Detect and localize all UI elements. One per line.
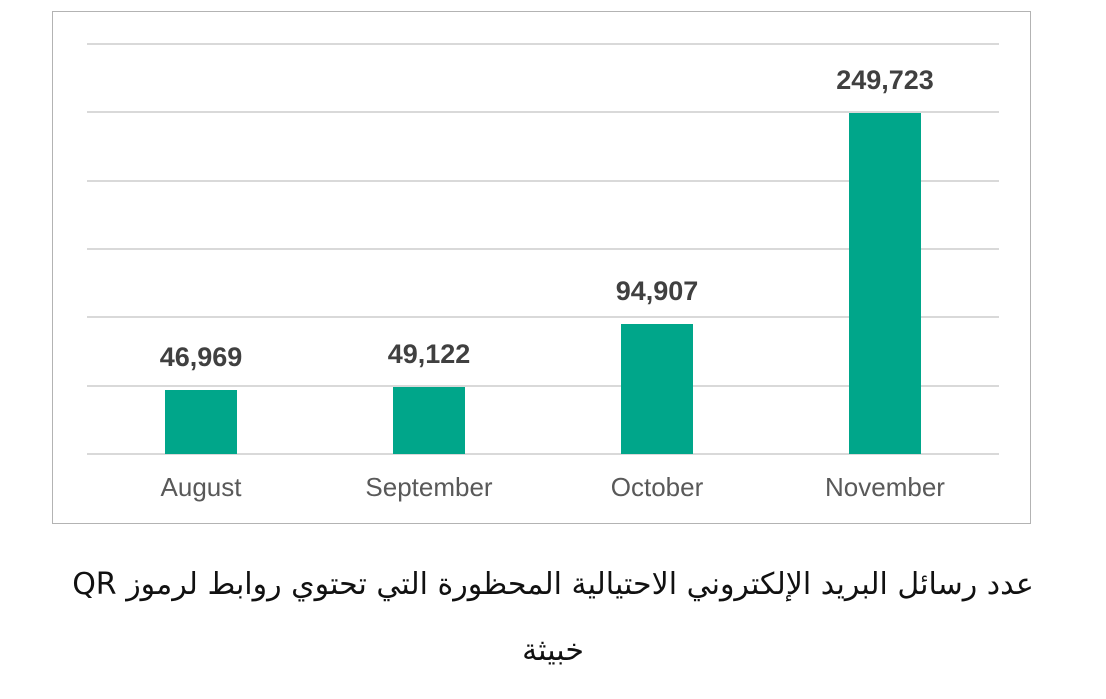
chart-caption: عدد رسائل البريد الإلكتروني الاحتيالية ا… bbox=[0, 552, 1106, 684]
bar-august bbox=[165, 389, 237, 454]
x-axis-label-august: August bbox=[160, 472, 242, 502]
bar-september bbox=[393, 386, 465, 454]
gridline bbox=[87, 179, 999, 182]
bar-november bbox=[849, 112, 921, 454]
gridline bbox=[87, 111, 999, 114]
gridline bbox=[87, 453, 999, 455]
gridline bbox=[87, 384, 999, 387]
value-label-november: 249,723 bbox=[836, 64, 934, 95]
gridline bbox=[87, 43, 999, 45]
plot-area bbox=[87, 43, 999, 455]
value-label-september: 49,122 bbox=[387, 338, 471, 369]
bar-october bbox=[621, 324, 693, 454]
x-axis-label-november: November bbox=[825, 472, 945, 502]
x-axis-label-october: October bbox=[610, 472, 704, 502]
gridline bbox=[87, 316, 999, 319]
value-label-october: 94,907 bbox=[615, 276, 699, 307]
value-label-august: 46,969 bbox=[159, 341, 243, 372]
gridline bbox=[87, 248, 999, 250]
caption-line-1: عدد رسائل البريد الإلكتروني الاحتيالية ا… bbox=[72, 567, 1034, 602]
caption-line-2: خبيثة bbox=[522, 633, 584, 668]
x-axis-label-september: September bbox=[365, 472, 493, 502]
